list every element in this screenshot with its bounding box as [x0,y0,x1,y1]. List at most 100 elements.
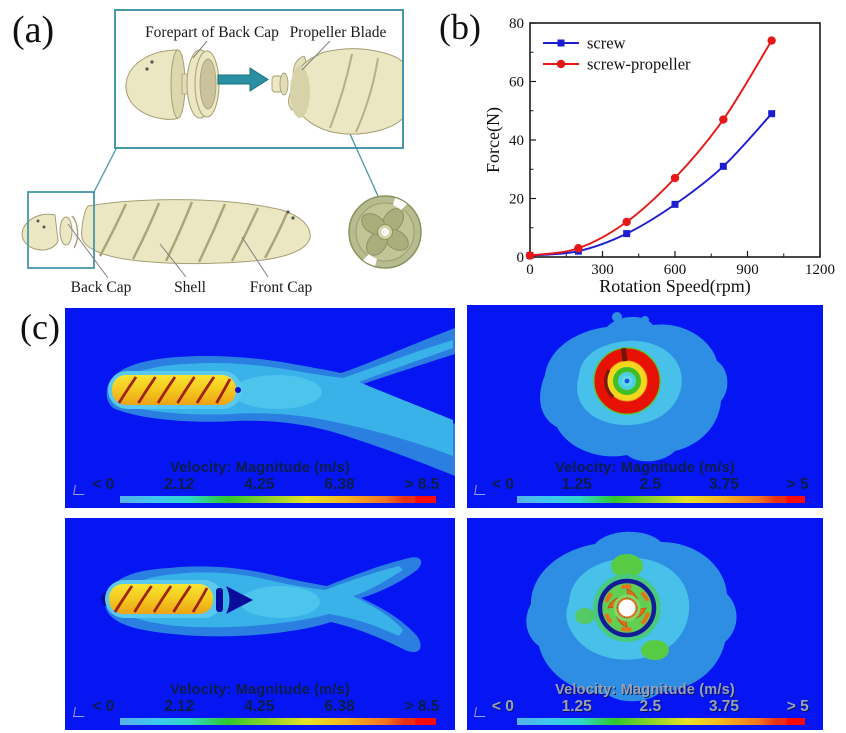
y-tick-label: 20 [509,192,524,208]
panel-a-label: (a) [12,9,55,51]
colorbar-gradient [516,718,806,725]
leader-line [192,40,208,59]
shell-body [81,199,311,265]
colorbar-ticks: < 0 2.12 4.25 6.38 > 8.5 [65,476,455,494]
colorbar-tick: < 0 [92,698,115,715]
label-front-cap: Front Cap [250,279,313,296]
colorbar-ticks: < 0 2.12 4.25 6.38 > 8.5 [65,698,455,716]
y-axis-label: Force(N) [483,107,504,173]
colorbar-tick: 6.38 [324,476,355,493]
velocity-contour-side-view [65,308,455,508]
colorbar-title: Velocity: Magnitude (m/s) [555,460,735,476]
colorbar-tick: > 8.5 [404,476,440,493]
colorbar-gradient [119,718,436,725]
device-assembly-illustration: Forepart of Back Cap Propeller Blade Bac… [21,9,422,296]
velocity-contour-axial-view [467,305,823,508]
colorbar-tick: > 5 [786,476,809,493]
series-line-screw [529,113,773,257]
x-tick-label: 900 [736,262,759,278]
colorbar: Velocity: Magnitude (m/s) < 0 1.25 2.5 3… [467,682,823,725]
colorbar-tick: 3.75 [708,698,739,715]
cfd-side-view-screw: Velocity: Magnitude (m/s) < 0 2.12 4.25 … [65,308,455,508]
marker-circle [719,115,728,124]
x-tick-label: 300 [591,262,614,278]
colorbar-tick: < 0 [491,698,514,715]
colorbar-title: Velocity: Magnitude (m/s) [555,682,735,698]
selection-box [27,191,95,269]
x-tick-label: 1200 [805,262,835,278]
colorbar-gradient [516,496,806,503]
colorbar-ticks: < 0 1.25 2.5 3.75 > 5 [467,698,823,716]
velocity-contour-axial-view [467,518,823,730]
leader-line [67,223,109,279]
propeller-silhouette [216,586,253,614]
marker-square [719,162,727,170]
y-tick-label: 0 [517,250,525,266]
legend-label-screw: screw [587,34,626,53]
colorbar: Velocity: Magnitude (m/s) < 0 2.12 4.25 … [65,682,455,725]
leader-line [301,40,331,71]
cfd-side-view-screw-propeller: Velocity: Magnitude (m/s) < 0 2.12 4.25 … [65,518,455,730]
colorbar-tick: 4.25 [244,476,275,493]
x-tick-label: 600 [664,262,687,278]
marker-circle [622,217,631,227]
panel-a: (a) [0,0,423,300]
label-shell: Shell [174,279,206,296]
screw-wake-rings [593,347,661,415]
propeller-disc [348,195,422,269]
y-tick-label: 60 [509,75,524,91]
colorbar: Velocity: Magnitude (m/s) < 0 2.12 4.25 … [65,460,455,503]
velocity-contour-side-view [65,518,455,730]
force-vs-rotation-chart: 0 300 600 900 1200 0 20 40 60 80 Rotation Speed(rp… [423,0,846,305]
colorbar: Velocity: Magnitude (m/s) < 0 1.25 2.5 3… [467,460,823,503]
callout-forepart: Forepart of Back Cap [145,24,279,41]
legend-label-screw-propeller: screw-propeller [587,55,691,74]
colorbar-tick: > 5 [786,698,809,715]
colorbar-tick: < 0 [491,476,514,493]
propeller-wake-rings [593,574,661,642]
marker-circle [767,36,776,45]
y-tick-label: 40 [509,133,524,149]
colorbar-ticks: < 0 1.25 2.5 3.75 > 5 [467,476,823,494]
colorbar-title: Velocity: Magnitude (m/s) [170,682,350,698]
x-tick-label: 0 [526,262,534,278]
callout-propeller-blade: Propeller Blade [290,24,387,41]
x-axis-label: Rotation Speed(rpm) [599,276,750,297]
colorbar-tick: < 0 [92,476,115,493]
marker-square [623,230,631,238]
panel-c: (c) Velocity: Mag [0,300,846,733]
panel-b-label: (b) [439,7,481,47]
marker-circle [525,251,535,260]
leader-line [159,243,187,278]
panel-b: (b) 0 300 600 900 1200 0 20 40 60 80 Rotation Spee… [423,0,846,300]
cfd-axial-view-screw: Velocity: Magnitude (m/s) < 0 1.25 2.5 3… [467,305,823,508]
panel-c-label: (c) [20,307,60,347]
marker-circle [670,173,680,183]
colorbar-title: Velocity: Magnitude (m/s) [170,460,350,476]
colorbar-tick: > 8.5 [404,698,440,715]
colorbar-tick: 2.5 [639,698,662,715]
capsule-robot-assembly [21,191,311,269]
screw-helix [113,585,209,613]
exploded-back-cap-view [125,48,402,135]
colorbar-tick: 2.5 [639,476,662,493]
marker-square [671,200,679,208]
colorbar-tick: 2.12 [164,476,195,493]
screw-helix [117,376,232,404]
leader-line [241,236,269,278]
marker-circle [574,244,583,253]
colorbar-tick: 1.25 [561,476,592,493]
colorbar-tick: 2.12 [164,698,195,715]
block-arrow-icon [217,67,269,92]
marker-square [768,110,776,118]
colorbar-tick: 3.75 [708,476,739,493]
cfd-axial-view-screw-propeller: Velocity: Magnitude (m/s) < 0 1.25 2.5 3… [467,518,823,730]
colorbar-gradient [119,496,436,503]
colorbar-tick: 1.25 [561,698,592,715]
colorbar-tick: 6.38 [324,698,355,715]
y-tick-label: 80 [509,16,524,32]
zoom-connector-line [92,148,117,195]
label-back-cap: Back Cap [71,279,132,296]
force-chart-svg: 0 300 600 900 1200 0 20 40 60 80 Rotation Speed(rp… [483,16,835,297]
